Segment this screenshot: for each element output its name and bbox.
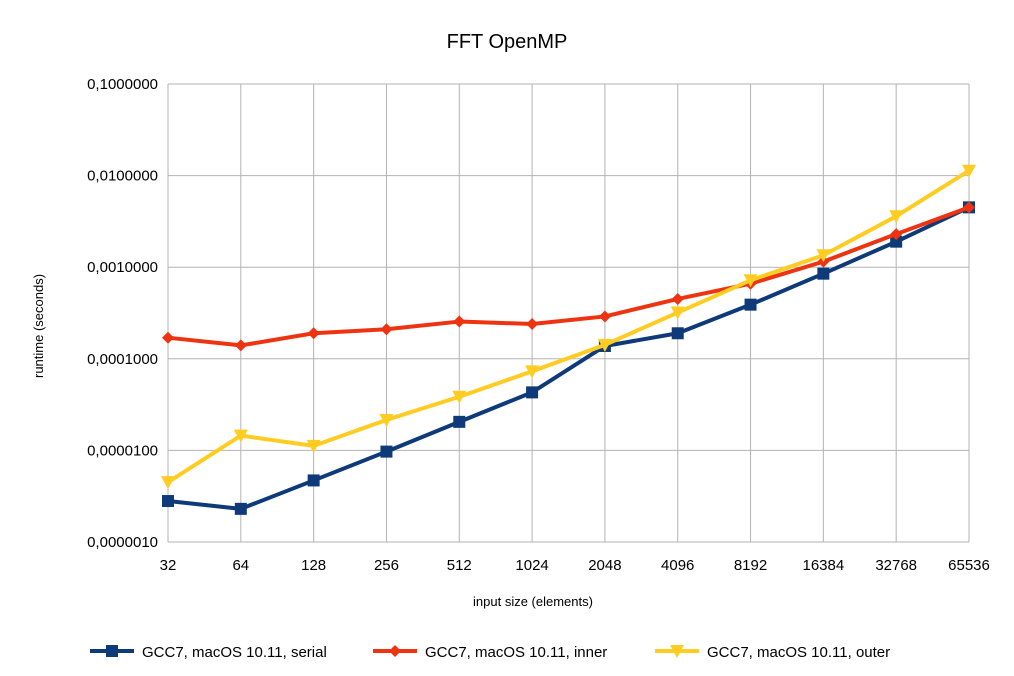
series-1 [162, 201, 975, 352]
data-point [234, 339, 247, 352]
data-point [962, 164, 976, 178]
legend: GCC7, macOS 10.11, serial GCC7, macOS 10.… [90, 644, 890, 661]
x-tick-label: 512 [447, 557, 472, 574]
data-point [525, 365, 540, 379]
series-line [167, 205, 970, 511]
data-point [380, 445, 393, 458]
y-tick-label: 0,0100000 [87, 168, 158, 185]
data-point [161, 476, 175, 490]
legend-label: GCC7, macOS 10.11, outer [707, 644, 890, 661]
gridlines [167, 83, 970, 543]
data-point [162, 331, 174, 344]
legend-marker [106, 645, 118, 657]
data-point [598, 310, 611, 323]
x-tick-label: 32768 [875, 557, 917, 574]
x-tick-label: 128 [301, 557, 326, 574]
data-point [526, 386, 539, 399]
series-line [166, 169, 971, 484]
legend-label: GCC7, macOS 10.11, inner [425, 644, 607, 661]
data-point [890, 228, 903, 241]
data-point [597, 338, 612, 352]
y-axis-label: runtime (seconds) [31, 274, 46, 378]
data-point [671, 292, 684, 305]
chart-title: FFT OpenMP [447, 31, 568, 53]
data-point [526, 317, 539, 330]
data-point [162, 495, 174, 508]
data-point [452, 390, 467, 404]
data-point [379, 413, 394, 427]
y-tick-label: 0,0000100 [87, 442, 158, 459]
x-axis-label: input size (elements) [473, 594, 593, 609]
y-tick-label: 0,0000010 [87, 534, 158, 551]
x-axis-ticks: 32 64 128 256 512 1024 2048 4096 8192 16384 32768 6… [160, 557, 990, 574]
data-point [307, 327, 320, 340]
legend-marker [670, 645, 684, 658]
data-point [743, 274, 758, 288]
x-tick-label: 1024 [515, 557, 548, 574]
data-point [234, 502, 247, 515]
legend-item: GCC7, macOS 10.11, inner [373, 644, 607, 661]
x-tick-label: 4096 [661, 557, 694, 574]
x-tick-label: 64 [232, 557, 249, 574]
x-tick-label: 256 [374, 557, 399, 574]
series-line [167, 205, 970, 348]
x-tick-label: 8192 [734, 557, 767, 574]
data-point [453, 415, 466, 428]
y-tick-label: 0,0010000 [87, 259, 158, 276]
x-tick-label: 32 [160, 557, 177, 574]
data-point [817, 267, 830, 280]
y-tick-label: 0,1000000 [87, 76, 158, 93]
series-layer [161, 164, 976, 515]
legend-marker [389, 645, 401, 657]
y-tick-label: 0,0001000 [87, 351, 158, 368]
data-point [233, 429, 248, 443]
data-point [671, 327, 684, 340]
legend-item: GCC7, macOS 10.11, outer [655, 644, 890, 661]
series-2 [161, 164, 976, 490]
data-point [453, 315, 466, 328]
x-tick-label: 65536 [948, 557, 990, 574]
data-point [890, 235, 903, 248]
data-point [306, 439, 321, 453]
legend-item: GCC7, macOS 10.11, serial [90, 644, 327, 661]
data-point [744, 298, 757, 311]
data-point [670, 306, 685, 320]
data-point [889, 210, 904, 224]
legend-label: GCC7, macOS 10.11, serial [142, 644, 327, 661]
y-axis-ticks: 0,0000010 0,0000100 0,0001000 0,0010000 0,01… [87, 76, 158, 551]
data-point [307, 474, 320, 487]
x-tick-label: 2048 [588, 557, 621, 574]
data-point [816, 249, 831, 263]
data-point [380, 323, 393, 336]
x-tick-label: 16384 [803, 557, 845, 574]
data-point [963, 201, 975, 214]
